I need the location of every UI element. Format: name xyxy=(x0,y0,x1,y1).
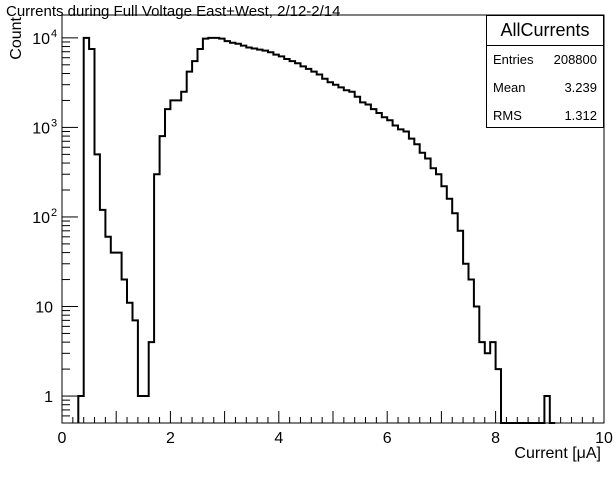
stats-label: RMS xyxy=(493,108,522,123)
x-tick-label: 8 xyxy=(491,430,500,447)
stats-box-title: AllCurrents xyxy=(487,16,603,46)
stats-value: 208800 xyxy=(553,52,597,67)
chart-title: Currents during Full Voltage East+West, … xyxy=(6,3,341,20)
x-tick-label: 10 xyxy=(595,430,613,447)
y-tick-exponent: 2 xyxy=(51,207,57,219)
stats-box: AllCurrents Entries 208800 Mean 3.239 RM… xyxy=(486,15,604,128)
x-tick-label: 6 xyxy=(383,430,392,447)
stats-label: Entries xyxy=(493,52,534,67)
stats-row-rms: RMS 1.312 xyxy=(487,102,603,130)
x-axis: 0 2 4 6 8 10 xyxy=(58,411,613,447)
y-tick-label: 10 xyxy=(35,299,53,316)
stats-label: Mean xyxy=(493,80,526,95)
y-tick-exponent: 4 xyxy=(51,28,57,40)
stats-value: 3.239 xyxy=(564,80,597,95)
x-tick-label: 4 xyxy=(274,430,283,447)
y-tick-label: 1 xyxy=(44,389,53,406)
y-tick-label: 10 xyxy=(32,120,50,137)
x-tick-label: 2 xyxy=(166,430,175,447)
stats-row-entries: Entries 208800 xyxy=(487,46,603,74)
histogram-outline xyxy=(77,36,556,424)
stats-value: 1.312 xyxy=(564,108,597,123)
histogram-bins xyxy=(78,38,555,423)
x-tick-label: 0 xyxy=(58,430,67,447)
x-axis-label: Current [μA] xyxy=(514,445,601,462)
stats-row-mean: Mean 3.239 xyxy=(487,74,603,102)
y-tick-exponent: 3 xyxy=(51,117,57,129)
y-tick-label: 10 xyxy=(32,31,50,48)
y-tick-label: 10 xyxy=(32,210,50,227)
y-axis-label: Count xyxy=(8,16,25,59)
